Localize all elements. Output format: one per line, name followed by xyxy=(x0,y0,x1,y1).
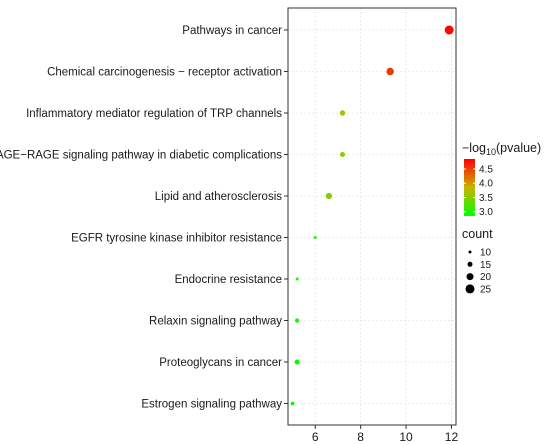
size-legend-label: 25 xyxy=(480,284,492,295)
size-legend-key xyxy=(467,261,473,267)
color-legend-bar xyxy=(464,159,475,216)
y-tick-label: Pathways in cancer xyxy=(182,25,282,37)
size-legend-key xyxy=(465,284,475,294)
y-tick-label: Chemical carcinogenesis − receptor activ… xyxy=(47,67,282,79)
color-legend-label: 3.5 xyxy=(479,193,493,204)
color-legend-label: 3.0 xyxy=(479,207,493,218)
data-point xyxy=(386,67,394,76)
data-point xyxy=(313,236,317,239)
data-point xyxy=(339,110,346,116)
gridlines xyxy=(288,8,456,425)
data-point xyxy=(295,277,299,281)
x-tick-label: 6 xyxy=(312,430,319,444)
y-tick-label: Inflammatory mediator regulation of TRP … xyxy=(26,108,282,120)
x-tick-label: 8 xyxy=(357,430,364,444)
y-tick-label: Endocrine resistance xyxy=(175,274,282,286)
size-legend-label: 20 xyxy=(480,272,492,283)
plot-layer: Pathways in cancer Chemical carcinogenesi… xyxy=(0,7,459,444)
size-legend-key xyxy=(468,250,472,254)
y-tick-label: Lipid and atherosclerosis xyxy=(155,191,282,203)
panel-border xyxy=(287,7,457,426)
data-point xyxy=(339,152,345,157)
data-point xyxy=(294,359,300,365)
color-legend-label: 4.5 xyxy=(479,164,493,175)
size-legend-label: 15 xyxy=(480,260,492,271)
size-legend-key xyxy=(466,273,474,281)
y-tick-label: Proteoglycans in cancer xyxy=(159,357,282,369)
color-legend-title: −log10(pvalue) xyxy=(462,141,541,157)
data-point xyxy=(290,401,295,406)
color-legend-label: 4.0 xyxy=(479,179,493,190)
y-tick-label: Relaxin signaling pathway xyxy=(149,316,282,328)
y-tick-label: EGFR tyrosine kinase inhibitor resistanc… xyxy=(71,233,282,245)
y-tick-label: Estrogen signaling pathway xyxy=(141,399,282,411)
data-point xyxy=(294,318,300,323)
x-tick-label: 12 xyxy=(445,430,459,444)
data-point xyxy=(444,25,454,35)
size-legend-title: count xyxy=(462,227,493,241)
size-legend-label: 10 xyxy=(480,248,492,259)
y-tick-label: AGE−RAGE signaling pathway in diabetic c… xyxy=(0,150,282,162)
x-tick-label: 10 xyxy=(399,430,413,444)
data-point xyxy=(325,192,332,200)
